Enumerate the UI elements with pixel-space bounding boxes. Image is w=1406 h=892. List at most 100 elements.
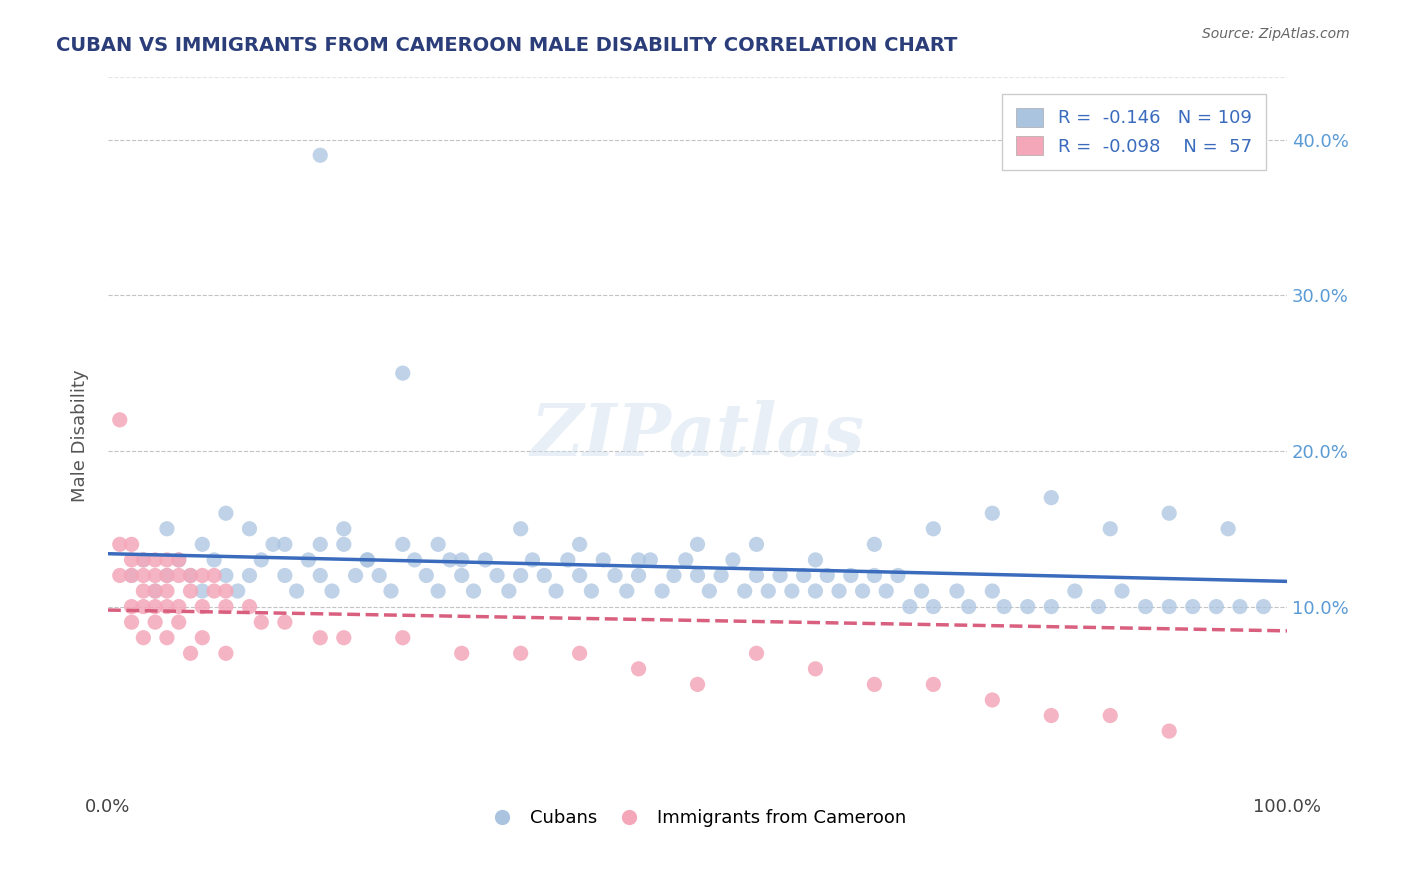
Point <box>887 568 910 582</box>
Point <box>474 553 496 567</box>
Point <box>238 599 260 614</box>
Point <box>1135 599 1157 614</box>
Point <box>309 631 332 645</box>
Point <box>839 568 862 582</box>
Point <box>427 537 450 551</box>
Point <box>191 631 214 645</box>
Point <box>804 662 827 676</box>
Point <box>922 677 945 691</box>
Point <box>156 522 179 536</box>
Point <box>828 584 851 599</box>
Point <box>333 631 356 645</box>
Point <box>1159 599 1181 614</box>
Point <box>863 537 886 551</box>
Point <box>121 568 143 582</box>
Point <box>143 615 166 629</box>
Point <box>238 568 260 582</box>
Point <box>699 584 721 599</box>
Point <box>202 568 225 582</box>
Point <box>640 553 662 567</box>
Point <box>815 568 838 582</box>
Point <box>804 553 827 567</box>
Point <box>262 537 284 551</box>
Point <box>993 599 1015 614</box>
Point <box>946 584 969 599</box>
Point <box>603 568 626 582</box>
Point <box>391 631 413 645</box>
Point <box>167 599 190 614</box>
Point <box>226 584 249 599</box>
Point <box>450 568 472 582</box>
Point <box>1017 599 1039 614</box>
Point <box>368 568 391 582</box>
Point <box>309 568 332 582</box>
Point <box>981 506 1004 520</box>
Point <box>1099 708 1122 723</box>
Point <box>167 553 190 567</box>
Point <box>1040 708 1063 723</box>
Point <box>380 584 402 599</box>
Point <box>981 693 1004 707</box>
Point <box>167 553 190 567</box>
Point <box>356 553 378 567</box>
Point <box>581 584 603 599</box>
Point <box>662 568 685 582</box>
Point <box>215 506 238 520</box>
Point <box>863 568 886 582</box>
Point <box>404 553 426 567</box>
Point <box>333 522 356 536</box>
Point <box>544 584 567 599</box>
Point <box>780 584 803 599</box>
Point <box>202 553 225 567</box>
Point <box>121 599 143 614</box>
Point <box>238 522 260 536</box>
Point <box>132 631 155 645</box>
Point <box>285 584 308 599</box>
Point <box>486 568 509 582</box>
Point <box>852 584 875 599</box>
Point <box>734 584 756 599</box>
Point <box>804 584 827 599</box>
Point <box>627 568 650 582</box>
Point <box>297 553 319 567</box>
Point <box>463 584 485 599</box>
Point <box>910 584 932 599</box>
Point <box>156 584 179 599</box>
Point <box>132 568 155 582</box>
Point <box>1099 522 1122 536</box>
Point <box>686 537 709 551</box>
Point <box>450 553 472 567</box>
Point <box>1087 599 1109 614</box>
Point <box>167 615 190 629</box>
Text: CUBAN VS IMMIGRANTS FROM CAMEROON MALE DISABILITY CORRELATION CHART: CUBAN VS IMMIGRANTS FROM CAMEROON MALE D… <box>56 36 957 54</box>
Point <box>875 584 897 599</box>
Point <box>793 568 815 582</box>
Point <box>309 537 332 551</box>
Point <box>1229 599 1251 614</box>
Point <box>132 599 155 614</box>
Point <box>1205 599 1227 614</box>
Point <box>1063 584 1085 599</box>
Point <box>274 615 297 629</box>
Point <box>215 568 238 582</box>
Point <box>710 568 733 582</box>
Point <box>1040 599 1063 614</box>
Point <box>922 522 945 536</box>
Point <box>686 568 709 582</box>
Point <box>121 553 143 567</box>
Point <box>391 366 413 380</box>
Point <box>121 568 143 582</box>
Point <box>191 568 214 582</box>
Point <box>898 599 921 614</box>
Point <box>522 553 544 567</box>
Point <box>143 584 166 599</box>
Point <box>143 568 166 582</box>
Point <box>321 584 343 599</box>
Point <box>769 568 792 582</box>
Point <box>250 553 273 567</box>
Point <box>1159 724 1181 739</box>
Point <box>427 584 450 599</box>
Point <box>439 553 461 567</box>
Point <box>108 537 131 551</box>
Point <box>415 568 437 582</box>
